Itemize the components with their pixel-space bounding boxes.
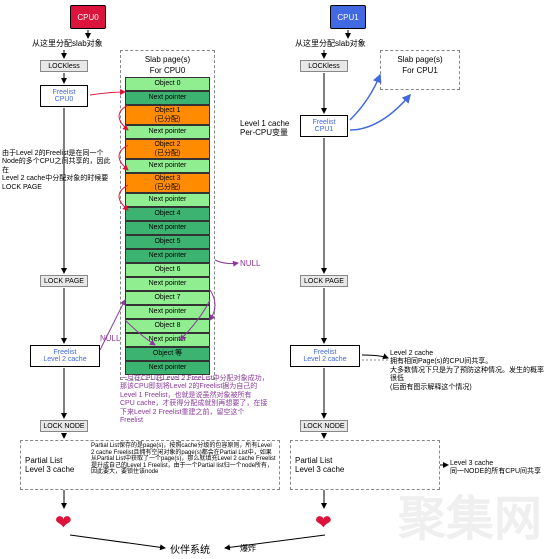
- left-note: 由于Level 2的Freelist是在同一个 Node的多个CPU之间共享的，…: [2, 150, 117, 192]
- slab0-container: Slab page(s) For CPU0 Object 0Next point…: [120, 50, 215, 380]
- slab-row: Next pointer: [125, 193, 210, 207]
- lockless-left: LOCKless: [40, 60, 88, 72]
- freelist-l2-right-l2: Level 2 cache: [303, 356, 346, 363]
- partial-right-l2: Level 3 cache: [295, 465, 344, 474]
- slab0-rows: Object 0Next pointerObject 1(已分配)Next po…: [125, 77, 210, 375]
- slab-row: Object 1(已分配): [125, 105, 210, 125]
- freelist-l2-right: FreelistLevel 2 cache: [290, 345, 360, 367]
- slab-row: Object 7: [125, 291, 210, 305]
- freelist-l2-left-l1: Freelist: [54, 349, 77, 356]
- lockpage-left: LOCK PAGE: [40, 275, 88, 287]
- slab-row: Next pointer: [125, 221, 210, 235]
- slab-row: Object 6: [125, 263, 210, 277]
- level3-note: Level 3 cache 同一NODE的所有CPU间共享: [450, 460, 550, 477]
- level1-label: Level 1 cache Per-CPU变量: [240, 120, 289, 138]
- null-label2: NULL: [100, 335, 120, 344]
- alloc-left-label: 从这里分配slab对象: [32, 40, 103, 49]
- heart-left-icon: ❤: [55, 510, 72, 535]
- slab1-title2: For CPU1: [385, 66, 455, 75]
- cpu0-box: CPU0: [70, 5, 106, 29]
- partial-right-l1: Partial List: [295, 456, 332, 465]
- slab-row: Next pointer: [125, 277, 210, 291]
- freelist-cpu1-l1: Freelist: [313, 119, 336, 126]
- slab-row: Next pointer: [125, 305, 210, 319]
- slab-row: Next pointer: [125, 249, 210, 263]
- locknode-left: LOCK NODE: [40, 420, 88, 432]
- slab-row: Object 2(已分配): [125, 139, 210, 159]
- purple-note: 一旦在CPU在Level 2 FreeList中分配对象成功， 那该CPU即刻将…: [120, 375, 280, 425]
- freelist-cpu0: FreelistCPU0: [40, 85, 88, 107]
- partial-left: Partial List Level 3 cache Partial List保…: [20, 440, 280, 490]
- lockless-right: LOCKless: [300, 60, 348, 72]
- slab-row: Next pointer: [125, 361, 210, 375]
- freelist-cpu1-l2: CPU1: [315, 126, 334, 133]
- freelist-cpu0-l2: CPU0: [55, 96, 74, 103]
- slab1-title1: Slab page(s): [385, 55, 455, 64]
- null-label: NULL: [240, 260, 260, 269]
- partial-note: Partial List保存的是page(s)，按照cache分级的包容原则，所…: [91, 443, 276, 476]
- level2-note: Level 2 cache 拥有相同Page(s)的CPU间共享。 大多数情况下…: [390, 350, 545, 392]
- slab-row: Object 3(已分配): [125, 173, 210, 193]
- slab1-container: Slab page(s) For CPU1: [380, 50, 460, 90]
- slab-row: Object 4: [125, 207, 210, 221]
- slab-row: Object 5: [125, 235, 210, 249]
- slab-row: Object 8: [125, 319, 210, 333]
- slab-row: Next pointer: [125, 91, 210, 105]
- heart-right-icon: ❤: [315, 510, 332, 535]
- freelist-l2-left: FreelistLevel 2 cache: [30, 345, 100, 367]
- freelist-cpu0-l1: Freelist: [53, 89, 76, 96]
- slab-row: Next pointer: [125, 333, 210, 347]
- partial-right: Partial List Level 3 cache: [290, 440, 440, 490]
- partial-left-l1: Partial List: [25, 456, 62, 465]
- slab-row: Next pointer: [125, 125, 210, 139]
- locknode-right: LOCK NODE: [300, 420, 348, 432]
- slab0-title2: For CPU0: [125, 66, 210, 75]
- cpu1-box: CPU1: [330, 5, 366, 29]
- partial-left-l2: Level 3 cache: [25, 465, 74, 474]
- lockpage-right: LOCK PAGE: [300, 275, 348, 287]
- slab-row: Object 0: [125, 77, 210, 91]
- buddy-label: 伙伴系统: [170, 545, 210, 556]
- buddy2-label: 爆炸: [240, 545, 256, 554]
- slab-row: Next pointer: [125, 159, 210, 173]
- alloc-right-label: 从这里分配slab对象: [295, 40, 366, 49]
- slab-row: Object 等: [125, 347, 210, 361]
- slab0-title1: Slab page(s): [125, 55, 210, 64]
- freelist-l2-right-l1: Freelist: [314, 349, 337, 356]
- freelist-l2-left-l2: Level 2 cache: [43, 356, 86, 363]
- freelist-cpu1: FreelistCPU1: [300, 115, 348, 137]
